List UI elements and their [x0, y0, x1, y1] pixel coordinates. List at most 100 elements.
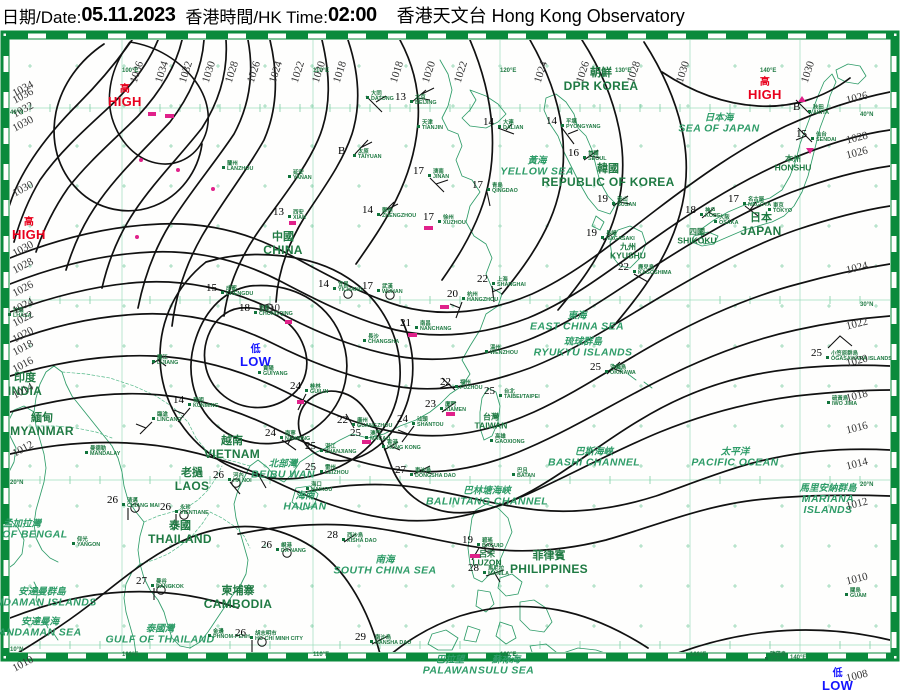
station-marker-icon — [254, 311, 257, 314]
wind-barbs — [127, 87, 853, 652]
station-name: 仰光 YANGON — [77, 537, 100, 549]
country-label: 韓國 REPUBLIC OF KOREA — [541, 163, 674, 188]
station-name-cn: 釜山 — [617, 197, 628, 203]
region-label: 四國 SHIKOKU — [677, 227, 716, 245]
graticule-label-top: 130°E — [615, 68, 632, 74]
station-name-en: LANZHOU — [227, 166, 254, 173]
station-name-cn: 雷州 — [325, 465, 336, 471]
station-marker-icon — [612, 202, 615, 205]
station-name-cn: 秋田 — [813, 105, 824, 111]
station-name: 天津 TIANJIN — [422, 120, 443, 132]
sea-label-cn: 泰國灣 — [145, 623, 175, 635]
station-name: 南寧 NANNING — [285, 431, 311, 443]
country-label: 越南 VIETNAM — [204, 434, 260, 460]
station-name-cn: 杭州 — [467, 292, 478, 298]
station-name: 西沙島 XISHA DAO — [347, 533, 377, 545]
station-marker-icon — [8, 313, 11, 316]
station-temperature: 14 — [483, 116, 494, 128]
organisation-label: 香港天文台 Hong Kong Observatory — [396, 6, 685, 26]
station-temperature: 28 — [327, 529, 338, 541]
region-label-en: LUZON — [472, 557, 502, 568]
station-marker-icon — [305, 389, 308, 392]
sea-label-cn: 安達曼群島 — [18, 586, 66, 598]
station-name-en: YANAN — [293, 175, 312, 182]
station-name: 硫黃島 IWO JIMA — [832, 396, 857, 408]
station-temperature: 17 — [423, 211, 434, 223]
station-name-en: ZHANJIANG — [325, 449, 357, 456]
region-label-en: TAIWAN — [474, 420, 508, 431]
sea-label-en: SULU SEA — [477, 664, 535, 677]
country-label-cn: 緬甸 — [30, 411, 53, 424]
station-name: 清邁 CHIANG MAI — [127, 498, 160, 510]
station-name-cn: 成都 — [226, 286, 237, 292]
station-name-en: DALIAN — [503, 125, 524, 132]
station-name-en: NANNING — [285, 436, 311, 443]
station-name-en: AKITA — [813, 110, 830, 117]
country-label-cn: 老撾 — [180, 466, 203, 479]
station-name: 北京 BEIJING — [415, 95, 437, 107]
country-label: 柬埔寨 CAMBODIA — [204, 585, 272, 610]
station-marker-icon — [477, 543, 480, 546]
station-name-cn: 東京 — [773, 203, 784, 209]
station-temperature: 14 — [173, 394, 184, 406]
station-temperature: B — [338, 145, 346, 157]
sea-label: 泰國灣 GULF OF THAILAND — [105, 623, 214, 646]
station-circles — [130, 289, 494, 647]
sea-label: 琉球群島 RYUKYU ISLANDS — [534, 337, 633, 359]
map-border — [0, 30, 900, 662]
station-name-en: NANCHANG — [420, 326, 452, 333]
pressure-system-label-cn: 高 — [119, 84, 130, 95]
station-temperature: 22 — [477, 273, 488, 285]
region-label-en: KYUSHU — [610, 250, 646, 261]
station-marker-icon — [352, 423, 355, 426]
station-temperature: 21 — [400, 317, 411, 329]
station-name-cn: 香港 — [387, 440, 398, 446]
station-marker-icon — [765, 657, 768, 660]
country-label: 印度 INDIA — [8, 372, 42, 397]
graticule-label-bottom: 130°E — [690, 652, 707, 658]
station-name-en: HAIKOU — [311, 487, 333, 494]
station-name-en: OKINAWA — [610, 370, 636, 377]
station-name-en: XISHA DAO — [347, 538, 377, 545]
station-name-en: JINAN — [433, 174, 450, 181]
station-name-en: BAGUIO — [482, 543, 504, 550]
sea-label-en: EAST CHINA SEA — [530, 320, 624, 333]
station-marker-icon — [365, 436, 368, 439]
station-marker-icon — [714, 220, 717, 223]
station-name-en: CHONGQING — [259, 311, 293, 318]
station-name-en: PHNOM-PENH — [213, 634, 250, 641]
station-marker-icon — [490, 439, 493, 442]
station-marker-icon — [222, 166, 225, 169]
station-name-cn: 青島 — [492, 183, 503, 189]
graticule-label-bottom: 140°E — [790, 655, 807, 661]
station-temperature: 15 — [796, 128, 807, 140]
station-name-en: DONGSHA DAO — [415, 473, 456, 480]
pressure-system-low: 低 LOW — [240, 345, 271, 369]
graticule-label-right: 40°N — [860, 112, 874, 118]
region-label-cn: 九州 — [620, 242, 636, 252]
country-label-en: LAOS — [174, 478, 210, 493]
station-name: 湛江 ZHANJIANG — [325, 444, 357, 456]
station-name-en: BANGKOK — [156, 584, 184, 591]
station-name: 台北 TAIBEI/TAIPEI — [504, 389, 540, 401]
pressure-system-label-cn: 高 — [759, 77, 770, 88]
station-name-cn: 太原 — [358, 149, 369, 155]
sea-label: 巴拉望 PALAWAN — [423, 655, 478, 677]
station-name: 拉薩 LHASA — [13, 308, 32, 320]
station-name: 澳門 MACAO — [370, 431, 390, 443]
station-name-cn: 桂林 — [310, 384, 321, 390]
station-temperature: 28 — [468, 562, 479, 574]
station-name: 昆明 KUNMING — [193, 398, 219, 410]
sea-label: 海南 HAINAN — [283, 491, 326, 513]
station-name-cn: 永珍 — [180, 505, 191, 511]
sea-label-cn: 巴斯海峽 — [574, 446, 613, 458]
station-marker-icon — [428, 174, 431, 177]
date-label: 日期/Date: — [2, 7, 82, 27]
station-marker-icon — [808, 110, 811, 113]
sea-label-en: SOUTH CHINA SEA — [333, 564, 437, 577]
station-name: 小笠原群島 OGASAWARA ISLANDS — [831, 351, 892, 363]
station-marker-icon — [412, 422, 415, 425]
station-marker-icon — [485, 350, 488, 353]
station-name-en: CHIANG MAI — [127, 503, 160, 510]
country-label-cn: 越南 — [220, 434, 243, 447]
